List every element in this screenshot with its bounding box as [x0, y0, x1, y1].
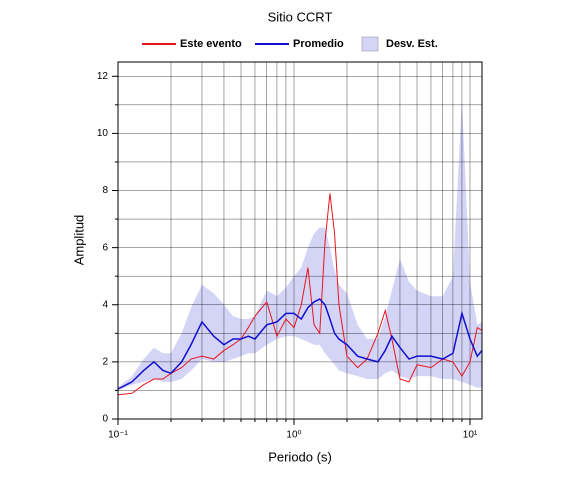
x-tick-label: 10¹: [463, 430, 478, 441]
y-tick-label: 10: [97, 128, 109, 139]
legend-label: Promedio: [293, 38, 344, 50]
y-tick-label: 8: [102, 185, 108, 196]
chart-title: Sitio CCRT: [268, 9, 333, 24]
legend-label: Desv. Est.: [386, 38, 438, 50]
y-axis-label: Amplitud: [71, 215, 86, 266]
std-band: [118, 99, 482, 391]
x-tick-label: 10⁻¹: [108, 430, 128, 441]
plot-frame: [117, 61, 483, 420]
x-axis-label: Periodo (s): [268, 449, 332, 464]
y-tick-label: 4: [102, 299, 108, 310]
x-tick-label: 10⁰: [286, 430, 301, 441]
y-tick-label: 0: [102, 414, 108, 425]
y-tick-label: 2: [102, 357, 108, 368]
series-line: [117, 298, 483, 390]
y-tick-label: 6: [102, 242, 108, 253]
legend-label: Este evento: [180, 38, 242, 50]
y-tick-label: 12: [97, 71, 109, 82]
series-line: [117, 193, 483, 396]
legend-swatch: [361, 36, 379, 52]
